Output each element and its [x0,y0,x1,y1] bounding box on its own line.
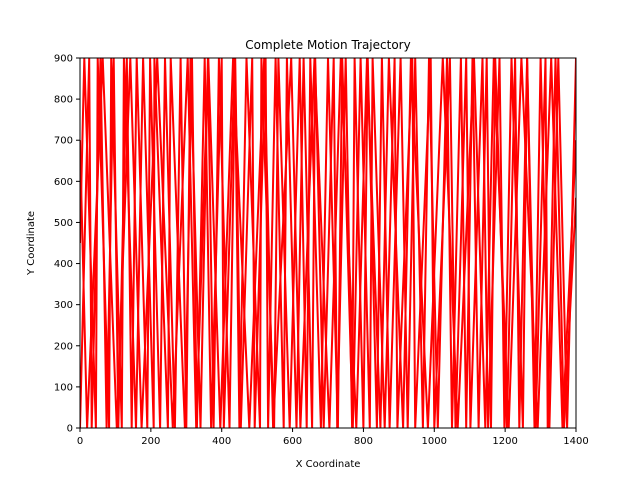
trajectory-line-3 [80,58,576,428]
trajectory-line-1 [80,58,576,428]
plot-frame [79,57,577,429]
x-axis-label: X Coordinate [296,459,361,470]
trajectory-line-2 [80,58,576,428]
y-tick-label: 200 [54,341,73,352]
y-tick-label: 100 [54,382,73,393]
x-tick-label: 1200 [492,436,517,447]
y-tick-label: 0 [67,424,73,435]
x-tick-label: 600 [283,436,302,447]
x-tick-label: 1000 [422,436,447,447]
x-tick-label: 1400 [563,436,588,447]
y-tick-label: 500 [54,218,73,229]
x-axis-ticks: 0 200 400 600 800 1000 1200 1400 [77,428,589,447]
y-tick-label: 300 [54,300,73,311]
series-layer [80,58,576,428]
y-tick-label: 600 [54,177,73,188]
y-axis-label: Y Coordinate [26,211,37,276]
y-tick-label: 700 [54,136,73,147]
y-tick-label: 800 [54,95,73,106]
y-tick-label: 400 [54,259,73,270]
x-tick-label: 800 [354,436,373,447]
y-axis-ticks: 0 100 200 300 400 500 600 700 800 900 [54,54,80,435]
y-tick-label: 900 [54,54,73,65]
chart-title: Complete Motion Trajectory [245,38,410,52]
x-tick-label: 400 [212,436,231,447]
x-tick-label: 200 [141,436,160,447]
x-tick-label: 0 [77,436,83,447]
